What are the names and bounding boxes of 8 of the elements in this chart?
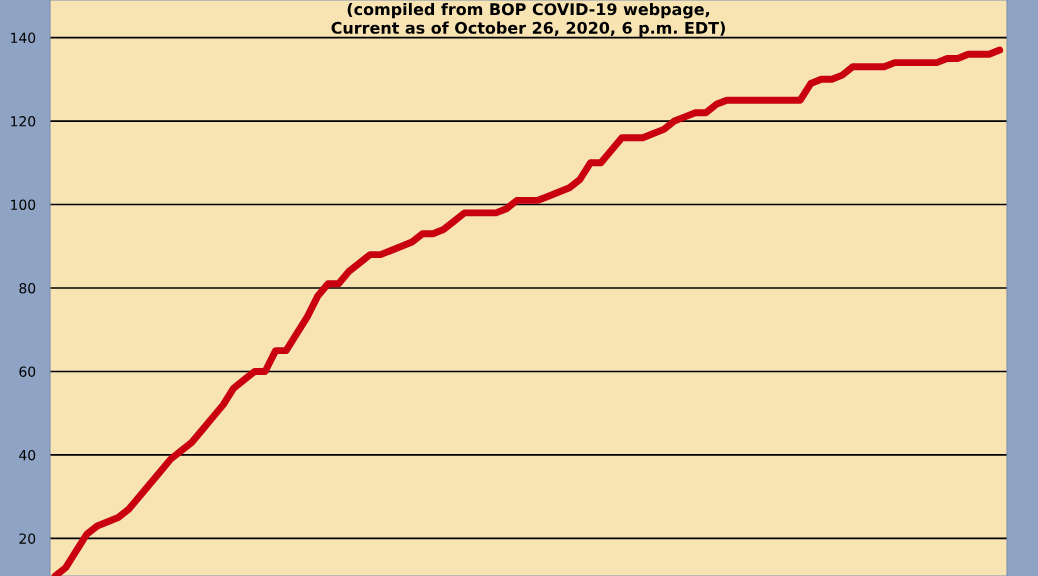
text: (compiled from BOP COVID-19 webpage, Current as of October 26, 2020, 6 p.m. EDT) <box>331 2 725 37</box>
y-tick-label: 20 <box>19 533 36 544</box>
y-tick-label: 140 <box>11 32 36 44</box>
y-tick-label: 100 <box>11 199 36 210</box>
y-tick-label: 120 <box>11 116 36 127</box>
y-tick-label: 60 <box>19 366 36 377</box>
y-tick-label: 80 <box>19 282 36 294</box>
y-tick-label: 40 <box>19 449 36 461</box>
